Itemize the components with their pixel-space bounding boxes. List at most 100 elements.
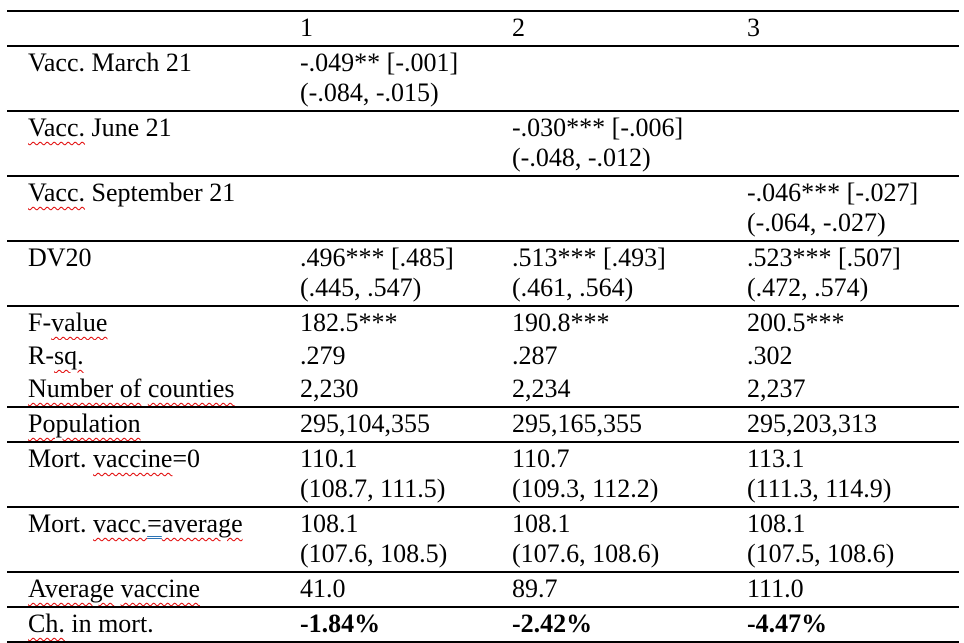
value-cell: -2.42% [512,607,747,643]
column-header: 1 [300,10,512,47]
table-row: Population 295,104,355 295,165,355 295,203,… [7,407,959,443]
ci-line: (.461, .564) [512,273,634,302]
value-cell: -4.47% [747,607,959,643]
row-label: Average vaccine [7,572,300,608]
estimate-line: 110.1 [300,444,358,473]
column-header: 3 [747,10,959,47]
label-text: June 21 [85,113,172,142]
ci-line: (.472, .574) [747,273,869,302]
estimate-line: 108.1 [512,509,571,538]
spellcheck-flagged-word: Ch. [28,609,65,638]
spellcheck-flagged-word: counties [147,374,235,403]
value-cell: 108.1 (107.5, 108.6) [747,507,959,573]
spellcheck-flagged-word: Vacc. [28,178,86,207]
value-cell: .513*** [.493] (.461, .564) [512,241,747,307]
estimate-line: 295,203,313 [747,409,877,438]
value-cell: 2,230 [300,373,512,408]
spellcheck-flagged-word: Population [28,409,141,438]
value-cell [512,176,747,242]
row-label: DV20 [7,241,300,307]
estimate-line: 113.1 [747,444,805,473]
estimate-line: 89.7 [512,574,558,603]
value-cell [300,111,512,177]
estimate-line: -.046*** [-.027] [747,178,919,207]
table-row: Number of counties 2,230 2,234 2,237 [7,373,959,408]
value-cell: 295,203,313 [747,407,959,443]
value-cell: 89.7 [512,572,747,608]
row-label: Mort. vacc.=average [7,507,300,573]
grammar-flagged-word: = [147,509,162,538]
value-cell: -.030*** [-.006] (-.048, -.012) [512,111,747,177]
ci-line: (109.3, 112.2) [512,474,659,503]
label-text: Vacc. March 21 [28,48,192,77]
row-label: Vacc. March 21 [7,46,300,112]
estimate-line: .302 [747,341,793,370]
value-cell: 200.5*** [747,306,959,340]
ci-line: (107.6, 108.5) [300,539,448,568]
ci-line: (111.3, 114.9) [747,474,892,503]
ci-line: (-.084, -.015) [300,78,439,107]
estimate-line: -.030*** [-.006] [512,113,684,142]
estimate-line: 295,165,355 [512,409,642,438]
table-row: Ch. in mort. -1.84% -2.42% -4.47% [7,607,959,643]
spellcheck-flagged-word: Vacc. [28,113,86,142]
estimate-line: -1.84% [300,609,381,638]
label-text: R- [28,341,54,370]
value-cell: 182.5*** [300,306,512,340]
label-text: F- [28,308,52,337]
value-cell: .523*** [.507] (.472, .574) [747,241,959,307]
estimate-line: 2,234 [512,374,571,403]
estimate-line: 182.5*** [300,308,398,337]
row-label: Mort. vaccine=0 [7,442,300,508]
table-row: Average vaccine 41.0 89.7 111.0 [7,572,959,608]
estimate-line: 2,230 [300,374,359,403]
value-cell: .496*** [.485] (.445, .547) [300,241,512,307]
row-label: Number of counties [7,373,300,408]
table-row: R-sq. .279 .287 .302 [7,340,959,373]
value-cell [512,46,747,112]
value-cell: 2,237 [747,373,959,408]
table-body: Vacc. March 21 -.049** [-.001] (-.084, -.0… [7,46,959,643]
value-cell: .279 [300,340,512,373]
table-row: Vacc. June 21 -.030*** [-.006] (-.048, -.0… [7,111,959,177]
value-cell: -1.84% [300,607,512,643]
spellcheck-flagged-word: vacc. [93,509,148,538]
estimate-line: 41.0 [300,574,346,603]
estimate-line: 200.5*** [747,308,845,337]
value-cell: 113.1 (111.3, 114.9) [747,442,959,508]
value-cell: 41.0 [300,572,512,608]
row-label: Ch. in mort. [7,607,300,643]
value-cell: 111.0 [747,572,959,608]
spellcheck-flagged-word: sq. [54,341,84,370]
column-header: 2 [512,10,747,47]
value-cell: 108.1 (107.6, 108.5) [300,507,512,573]
table-row: Vacc. September 21 -.046*** [-.027] (-.064… [7,176,959,242]
estimate-line: .279 [300,341,346,370]
label-text: Mort. [28,444,93,473]
estimate-line: 108.1 [747,509,806,538]
value-cell: 2,234 [512,373,747,408]
spellcheck-flagged-word: vaccine [93,444,173,473]
value-cell: -.046*** [-.027] (-.064, -.027) [747,176,959,242]
ci-line: (107.5, 108.6) [747,539,895,568]
row-label: Vacc. September 21 [7,176,300,242]
estimate-line: -4.47% [747,609,828,638]
estimate-line: .287 [512,341,558,370]
ci-line: (-.048, -.012) [512,143,651,172]
estimate-line: .496*** [.485] [300,243,454,272]
value-cell: 108.1 (107.6, 108.6) [512,507,747,573]
ci-line: (.445, .547) [300,273,422,302]
estimate-line: -2.42% [512,609,593,638]
spellcheck-flagged-word: Number of [28,374,142,403]
value-cell: 295,165,355 [512,407,747,443]
table-row: Mort. vacc.=average 108.1 (107.6, 108.5) 10… [7,507,959,573]
estimate-line: 190.8*** [512,308,610,337]
estimate-line: 2,237 [747,374,806,403]
ci-line: (-.064, -.027) [747,208,886,237]
estimate-line: 295,104,355 [300,409,430,438]
value-cell: 190.8*** [512,306,747,340]
row-label: F-value [7,306,300,340]
spellcheck-flagged-word: average [161,509,243,538]
